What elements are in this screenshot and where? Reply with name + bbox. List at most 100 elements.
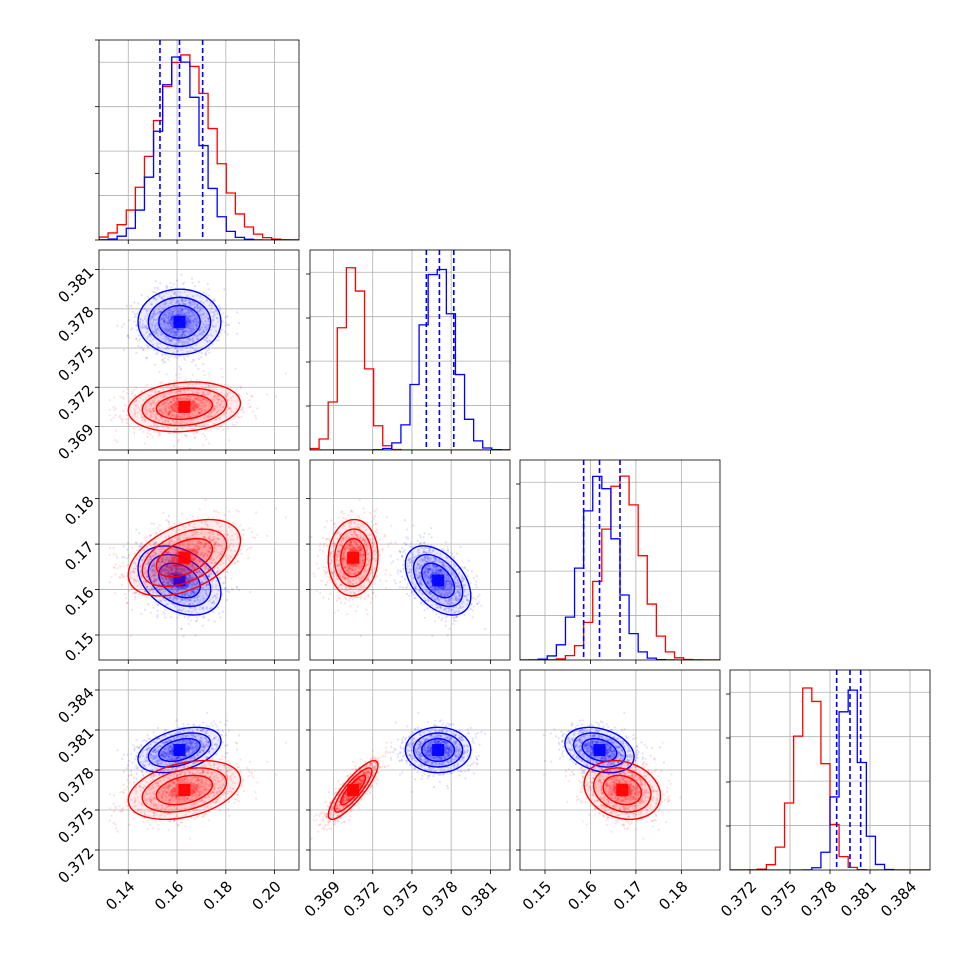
sample-point xyxy=(145,309,148,312)
sample-point xyxy=(169,410,172,413)
sample-point xyxy=(192,391,195,394)
sample-point xyxy=(205,399,208,402)
sample-point xyxy=(249,405,252,408)
sample-point xyxy=(176,328,179,331)
sample-point xyxy=(187,395,190,398)
sample-point xyxy=(160,381,163,384)
sample-point xyxy=(170,330,173,333)
sample-point xyxy=(406,537,410,540)
sample-point xyxy=(200,332,203,335)
sample-point xyxy=(152,409,155,413)
sample-point xyxy=(178,395,182,399)
sample-point xyxy=(217,398,220,401)
sample-point xyxy=(146,312,149,315)
sample-point xyxy=(193,320,196,323)
sample-point xyxy=(163,395,166,398)
sample-point xyxy=(191,404,194,408)
sample-point xyxy=(131,546,134,550)
sample-point xyxy=(208,304,211,307)
sample-point xyxy=(154,318,157,321)
sample-point xyxy=(193,302,197,306)
sample-point xyxy=(218,304,221,308)
sample-point xyxy=(142,430,145,434)
sample-point xyxy=(201,309,204,312)
sample-point xyxy=(191,326,195,329)
sample-point xyxy=(206,415,209,418)
sample-point xyxy=(159,416,163,420)
sample-point xyxy=(185,323,188,326)
sample-point xyxy=(199,397,203,400)
sample-point xyxy=(212,405,215,408)
sample-point xyxy=(164,327,167,330)
sample-point xyxy=(188,311,191,315)
sample-point xyxy=(160,331,163,335)
sample-point xyxy=(205,349,209,352)
sample-point xyxy=(150,414,153,417)
sample-point xyxy=(122,545,125,548)
sample-point xyxy=(108,399,112,402)
sample-point xyxy=(172,408,175,411)
sample-point xyxy=(169,298,172,301)
sample-point xyxy=(188,320,191,323)
sample-point xyxy=(233,415,237,418)
sample-point xyxy=(196,391,199,394)
sample-point xyxy=(216,409,220,413)
sample-point xyxy=(205,409,208,412)
sample-point xyxy=(194,620,198,623)
sample-point xyxy=(181,330,185,334)
sample-point xyxy=(179,390,182,393)
sample-point xyxy=(186,307,189,310)
sample-point xyxy=(171,318,174,321)
sample-point xyxy=(112,416,115,419)
sample-point xyxy=(181,427,184,430)
sample-point xyxy=(203,434,206,438)
sample-point xyxy=(125,421,129,425)
sample-point xyxy=(200,407,203,411)
sample-point xyxy=(175,279,179,282)
sample-point xyxy=(212,407,216,410)
sample-point xyxy=(169,410,172,413)
sample-point xyxy=(190,310,193,313)
sample-point xyxy=(205,336,208,339)
sample-point xyxy=(150,303,153,306)
sample-point xyxy=(192,327,195,331)
sample-point xyxy=(185,385,188,388)
sample-point xyxy=(168,347,171,350)
panel-2-0: 0.150.160.170.18 xyxy=(61,459,300,665)
sample-point xyxy=(215,397,218,400)
sample-point xyxy=(197,320,200,324)
sample-point xyxy=(254,536,257,540)
sample-point xyxy=(156,287,160,291)
sample-point xyxy=(196,335,199,338)
sample-point xyxy=(188,315,191,318)
sample-point xyxy=(193,318,196,321)
sample-point xyxy=(241,408,244,411)
sample-point xyxy=(183,299,187,302)
sample-point xyxy=(164,313,168,317)
y-tick-label: 0.18 xyxy=(61,492,97,528)
sample-point xyxy=(135,315,138,318)
sample-point xyxy=(133,315,136,319)
sample-point xyxy=(146,327,149,331)
sample-point xyxy=(225,412,228,415)
sample-point xyxy=(164,303,167,306)
sample-point xyxy=(170,338,173,341)
sample-point xyxy=(164,408,167,412)
sample-point xyxy=(183,415,186,418)
sample-point xyxy=(194,315,198,318)
sample-point xyxy=(178,365,181,368)
sample-point xyxy=(195,431,198,435)
sample-point xyxy=(126,548,129,551)
sample-point xyxy=(189,321,192,325)
sample-point xyxy=(156,603,159,606)
sample-point xyxy=(198,309,201,312)
histogram-step xyxy=(310,268,510,450)
sample-point xyxy=(165,329,168,332)
sample-point xyxy=(430,527,433,530)
density-peak xyxy=(173,315,186,328)
sample-point xyxy=(176,397,179,400)
sample-point xyxy=(110,418,113,422)
sample-point xyxy=(181,414,184,417)
sample-point xyxy=(155,328,158,331)
sample-point xyxy=(239,524,242,527)
